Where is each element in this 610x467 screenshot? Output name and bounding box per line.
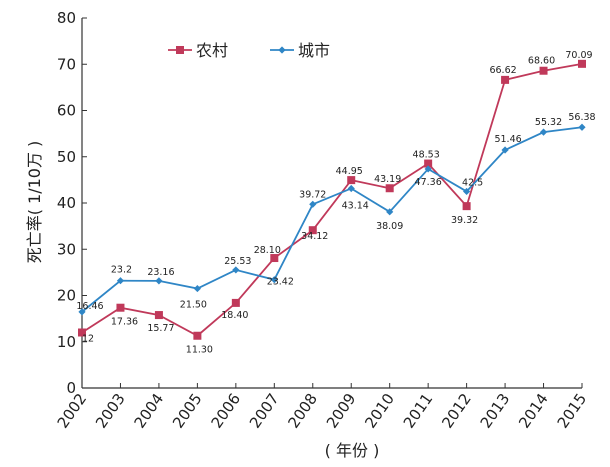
legend-item: 农村: [168, 41, 228, 60]
data-point: [155, 277, 163, 285]
data-label: 55.32: [535, 117, 562, 128]
data-label: 25.53: [224, 256, 251, 267]
data-label: 66.62: [489, 65, 516, 76]
x-tick-label: 2008: [284, 390, 321, 432]
data-label: 23.16: [147, 267, 174, 278]
x-tick-label: 2015: [554, 390, 591, 432]
series-layer: 12 17.36 15.77 11.30 18.40 28.10 34.12 44.95 43.…: [76, 50, 595, 356]
y-tick-label: 70: [57, 55, 76, 73]
legend-marker: [278, 46, 286, 54]
data-label: 23.2: [111, 265, 132, 276]
data-label: 11.30: [186, 345, 213, 356]
data-label: 21.50: [180, 300, 207, 311]
y-axis-title: 死亡率( 1/10万 ): [25, 141, 44, 264]
data-label: 44.95: [336, 166, 363, 177]
data-label: 34.12: [301, 231, 328, 242]
y-tick-label: 20: [57, 287, 76, 305]
data-point: [270, 254, 279, 263]
y-axis: 0 10 20 30 40 50 60 70 80: [57, 9, 87, 397]
data-label: 43.19: [374, 174, 401, 185]
data-point: [116, 303, 125, 312]
x-tick-label: 2014: [515, 390, 552, 432]
data-label: 48.53: [413, 150, 440, 161]
x-tick-label: 2006: [207, 390, 244, 432]
data-point: [193, 284, 201, 293]
data-point: [578, 123, 586, 131]
data-point: [578, 59, 586, 68]
data-label: 28.10: [254, 245, 281, 256]
data-label: 39.32: [451, 215, 478, 226]
series-urban: 16.46 23.2 23.16 21.50 25.53 23.42 39.72 43.14 3…: [76, 112, 596, 316]
data-point: [232, 266, 240, 274]
series-line: [81, 62, 583, 337]
x-tick-label: 2011: [400, 390, 437, 432]
legend-item: 城市: [270, 41, 330, 60]
data-label: 23.42: [267, 277, 294, 288]
data-point: [385, 184, 394, 193]
y-tick-label: 60: [57, 102, 76, 120]
y-tick-label: 80: [57, 9, 76, 27]
x-tick-label: 2004: [131, 390, 168, 432]
data-label: 70.09: [565, 50, 592, 61]
data-point: [116, 277, 125, 285]
y-tick-label: 0: [66, 379, 76, 397]
data-point: [462, 202, 471, 211]
y-tick-label: 30: [57, 240, 76, 258]
data-label: 43.14: [342, 200, 369, 211]
data-label: 38.09: [376, 221, 403, 232]
data-point: [501, 146, 509, 154]
data-point: [386, 208, 394, 216]
data-point: [424, 159, 433, 168]
data-label: 16.46: [76, 301, 103, 312]
data-point: [193, 331, 202, 340]
y-tick-label: 50: [57, 148, 76, 166]
x-tick-label: 2003: [92, 390, 129, 432]
x-tick-label: 2002: [54, 390, 91, 432]
data-label: 18.40: [221, 310, 248, 321]
data-label: 15.77: [147, 323, 174, 334]
x-tick-label: 2012: [438, 390, 475, 432]
data-label: 17.36: [111, 317, 138, 328]
x-tick-label: 2013: [477, 390, 514, 432]
x-axis: 2002 2003 2004 2005 2006 2007 2008 2009 2010 2011…: [54, 383, 591, 432]
data-point: [78, 328, 86, 337]
data-label: 56.38: [568, 112, 595, 123]
data-label: 39.72: [299, 189, 326, 200]
y-tick-label: 10: [57, 333, 76, 351]
x-tick-label: 2010: [361, 390, 398, 432]
data-label: 68.60: [528, 56, 555, 67]
data-point: [539, 66, 548, 75]
data-point: [347, 184, 355, 193]
legend-label: 城市: [298, 41, 330, 60]
series-rural: 12 17.36 15.77 11.30 18.40 28.10 34.12 44.95 43.…: [78, 50, 593, 356]
data-label: 47.36: [415, 177, 442, 188]
data-label: 42.5: [462, 177, 483, 188]
data-point: [308, 226, 317, 235]
data-point: [154, 311, 163, 320]
x-tick-label: 2007: [246, 390, 283, 432]
series-line: [81, 126, 583, 313]
legend-marker: [176, 46, 184, 54]
x-tick-label: 2009: [323, 390, 360, 432]
data-point: [270, 276, 278, 284]
data-point: [424, 165, 432, 173]
data-label: 12: [82, 334, 94, 345]
data-point: [539, 128, 548, 136]
y-tick-label: 40: [57, 194, 76, 212]
data-point: [463, 187, 471, 196]
data-point: [309, 200, 317, 208]
data-point: [347, 176, 356, 185]
legend: 农村 城市: [168, 41, 330, 60]
data-point: [78, 308, 86, 316]
x-tick-label: 2005: [169, 390, 206, 432]
data-label: 51.46: [494, 134, 521, 145]
data-point: [231, 298, 240, 307]
x-axis-title: ( 年份 ): [325, 441, 380, 460]
data-point: [501, 75, 510, 84]
legend-label: 农村: [196, 41, 228, 60]
